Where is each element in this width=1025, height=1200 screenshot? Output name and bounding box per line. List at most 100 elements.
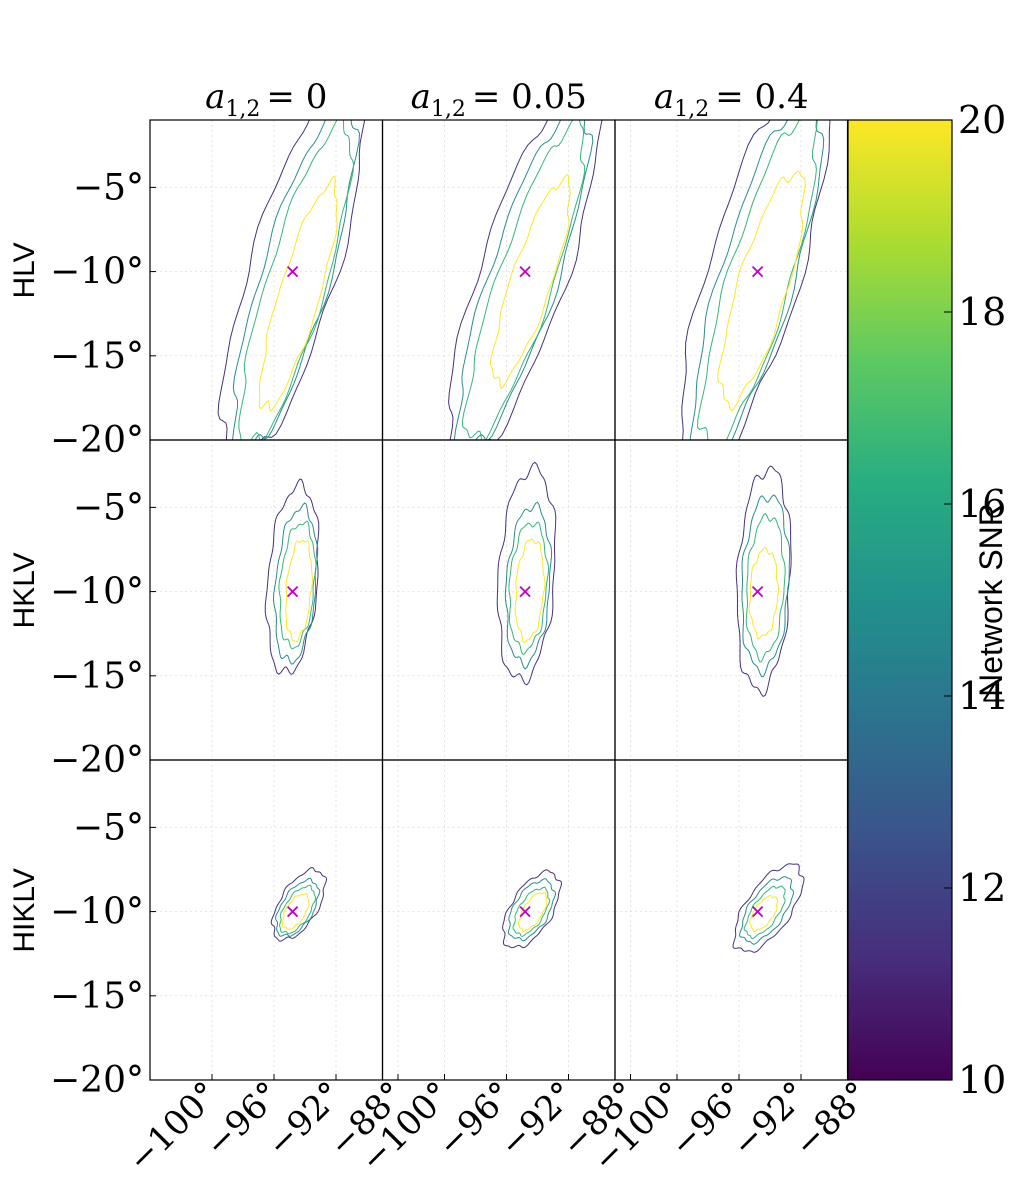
panel-frame xyxy=(614,759,849,1081)
y-tick-label: −20° xyxy=(50,1060,144,1101)
row-labels: HLV HKLV HIKLV xyxy=(8,242,41,952)
panel-frame xyxy=(381,759,616,1081)
colorbar-tick-label: 20 xyxy=(958,98,1006,142)
y-tick-label: −15° xyxy=(50,336,144,377)
injection-marker xyxy=(519,905,531,918)
colorbar-label: Network SNR xyxy=(973,503,1009,697)
column-title-symbol: a xyxy=(654,77,674,117)
colorbar-tick-label: 12 xyxy=(958,866,1006,910)
injection-marker xyxy=(286,265,299,278)
panel-hiklv-2 xyxy=(381,759,631,1081)
contour-line xyxy=(238,120,355,440)
panel-hlv-1 xyxy=(149,119,399,441)
contour-line xyxy=(279,884,317,935)
contour-line xyxy=(282,892,310,931)
panel-frame xyxy=(149,759,384,1081)
row-label: HKLV xyxy=(8,552,41,628)
contour-line xyxy=(258,175,338,412)
panel-hklv-3 xyxy=(614,439,864,761)
panel-hklv-1 xyxy=(149,439,399,761)
contour-line xyxy=(748,894,779,933)
y-tick-label: −15° xyxy=(50,976,144,1017)
contour-line xyxy=(232,120,361,440)
contour-line xyxy=(502,869,563,949)
contour-line xyxy=(514,538,546,644)
panel-frame xyxy=(614,119,849,441)
panel-hlv-3 xyxy=(614,119,864,441)
panel-hlv-2 xyxy=(381,119,631,441)
injection-marker xyxy=(286,585,299,598)
column-title-symbol: a xyxy=(411,77,431,117)
contour-line xyxy=(278,520,317,650)
panel-hiklv-3 xyxy=(614,759,864,1081)
panel-frame xyxy=(614,439,849,761)
colorbar-tick-label: 16 xyxy=(958,482,1006,526)
column-title-value: = 0.05 xyxy=(472,77,587,117)
panel-grid xyxy=(149,119,864,1081)
y-tick-label: −10° xyxy=(50,572,144,613)
panel-frame xyxy=(381,439,616,761)
injection-marker xyxy=(519,265,531,278)
injection-marker xyxy=(286,905,299,918)
contour-line xyxy=(448,120,603,440)
y-tick-label: −20° xyxy=(50,740,144,781)
colorbar-gradient xyxy=(847,119,953,1081)
panel-frame xyxy=(381,119,616,441)
contour-line xyxy=(748,546,780,640)
column-title: a1,2 = 0.4 xyxy=(654,77,809,122)
contour-line xyxy=(504,501,553,670)
contour-line xyxy=(508,521,550,656)
injection-marker xyxy=(519,585,531,598)
y-tick-label: −10° xyxy=(50,892,144,933)
panel-hklv-2 xyxy=(381,439,631,761)
contour-line xyxy=(272,502,319,665)
contour-line xyxy=(697,120,818,440)
contour-line xyxy=(743,885,786,940)
y-tick-label: −10° xyxy=(50,252,144,293)
contour-line xyxy=(739,876,795,945)
column-title: a1,2 = 0.05 xyxy=(411,77,587,122)
y-tick-label: −20° xyxy=(50,420,144,461)
injection-marker xyxy=(751,585,764,598)
column-title-value: = 0 xyxy=(266,77,327,117)
contour-line xyxy=(270,866,328,942)
column-title-symbol: a xyxy=(205,77,225,117)
injection-marker xyxy=(751,905,764,918)
x-axis-ticks: −100°−96°−92°−88°−100°−96°−92°−88°−100°−… xyxy=(120,1074,877,1180)
contour-line xyxy=(285,539,314,643)
column-title: a1,2 = 0 xyxy=(205,77,327,122)
injection-marker xyxy=(751,265,764,278)
panel-hiklv-1 xyxy=(149,759,399,1081)
colorbar-tick-label: 14 xyxy=(958,674,1006,718)
contour-line xyxy=(264,478,320,675)
contour-line xyxy=(735,465,792,698)
contour-line xyxy=(717,170,806,411)
colorbar-tick-label: 10 xyxy=(958,1058,1006,1102)
contour-line xyxy=(517,891,548,933)
contour-line xyxy=(453,120,594,440)
contour-line xyxy=(496,461,557,686)
contour-line xyxy=(274,877,321,937)
contour-line xyxy=(689,120,825,440)
column-title-value: = 0.4 xyxy=(715,77,808,117)
column-title-subscript: 1,2 xyxy=(225,97,260,122)
y-tick-label: −15° xyxy=(50,656,144,697)
y-axis-ticks: −5° −10° −15° −20° −5° −10° −15° −20° −5° −10° −15… xyxy=(50,167,144,1101)
contour-line xyxy=(732,863,805,953)
colorbar: 10 12 14 16 18 20 Network SNR xyxy=(847,98,1009,1102)
contour-line xyxy=(217,120,366,440)
row-label: HIKLV xyxy=(8,868,41,952)
contour-line xyxy=(681,120,831,440)
column-title-subscript: 1,2 xyxy=(674,97,709,122)
contour-line xyxy=(745,513,786,663)
row-label: HLV xyxy=(8,242,41,298)
contour-line xyxy=(489,174,571,390)
contour-line xyxy=(741,494,791,678)
y-tick-label: −5° xyxy=(73,487,144,528)
y-tick-label: −5° xyxy=(73,807,144,848)
column-titles: a1,2 = 0 a1,2 = 0.05 a1,2 = 0.4 xyxy=(205,77,808,122)
colorbar-tick-label: 18 xyxy=(958,290,1006,334)
y-tick-label: −5° xyxy=(73,167,144,208)
contour-line xyxy=(461,120,586,440)
